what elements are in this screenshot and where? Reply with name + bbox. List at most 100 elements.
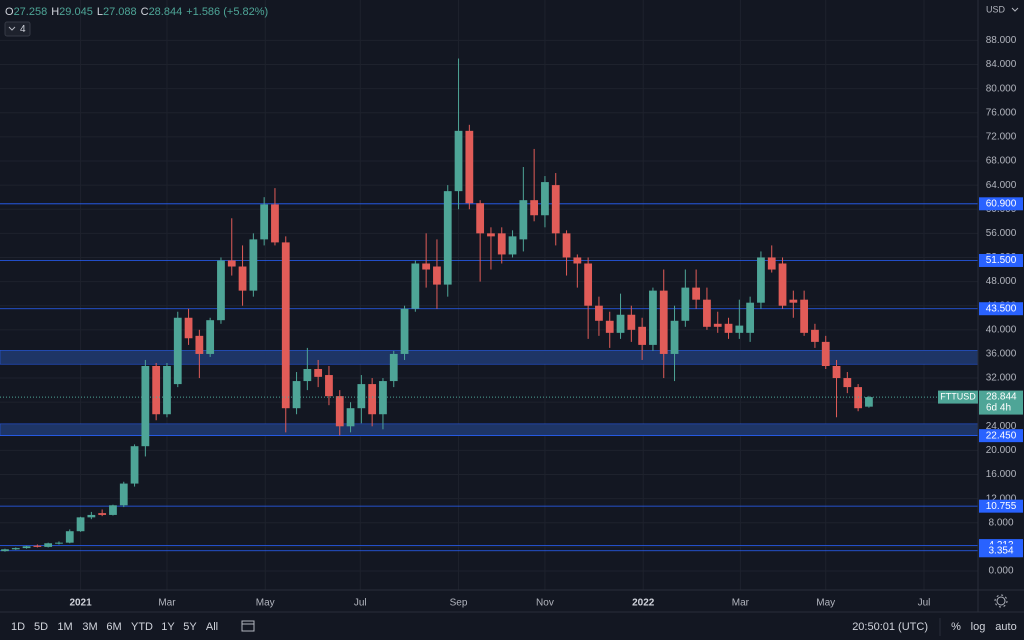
range-button[interactable]: All [206, 621, 218, 633]
range-button[interactable]: 1Y [161, 621, 175, 633]
currency[interactable]: USD [986, 4, 1006, 14]
candle-body [508, 236, 517, 255]
y-tick-label: 24.000 [986, 421, 1017, 432]
candle-body [649, 290, 657, 345]
y-tick-label: 12.000 [986, 493, 1017, 504]
y-tick-label: 84.000 [986, 59, 1017, 70]
y-tick-label: 88.000 [986, 35, 1017, 46]
candle-body [789, 299, 798, 303]
candle-body [249, 239, 258, 291]
clock: 20:50:01 (UTC) [852, 621, 928, 633]
candle-body [130, 446, 139, 484]
candle-body [497, 233, 506, 255]
candle-body [109, 505, 117, 515]
candle-body [217, 260, 225, 321]
candle-body [465, 130, 474, 204]
candle-body [800, 299, 809, 333]
level-badge [979, 302, 1023, 316]
settings-icon[interactable] [994, 594, 1008, 608]
legend-key: H [51, 6, 59, 18]
level-badge [979, 499, 1023, 513]
scale-option[interactable]: log [971, 621, 986, 633]
y-tick-label: 68.000 [986, 156, 1017, 167]
candle-body [865, 397, 873, 407]
x-tick-label: May [256, 598, 275, 609]
range-button[interactable]: 3M [82, 621, 97, 633]
candle-body [605, 320, 614, 333]
range-button[interactable]: 5Y [183, 621, 197, 633]
candle-body [854, 387, 863, 409]
candle-body [227, 260, 236, 267]
candle-body [152, 365, 161, 415]
level-label: 51.500 [986, 255, 1017, 266]
symbol-label: FTTUSD [940, 391, 976, 401]
candle-body [206, 320, 215, 354]
indicator-caret [8, 26, 16, 31]
candle-body [411, 263, 420, 309]
indicator-count: 4 [20, 24, 26, 35]
candle-body [119, 483, 128, 506]
x-tick-label: May [816, 598, 835, 609]
legend-value: 28.844 [149, 6, 183, 18]
x-tick-label: Mar [158, 598, 176, 609]
candle-body [314, 369, 323, 377]
candle-body [670, 320, 679, 354]
level-label: 10.755 [986, 501, 1017, 512]
candle-body [22, 546, 31, 549]
candle-body [703, 299, 711, 327]
range-button[interactable]: 1M [57, 621, 72, 633]
y-tick-label: 8.000 [988, 517, 1013, 528]
range-button[interactable]: 6M [106, 621, 121, 633]
y-tick-label: 72.000 [986, 132, 1017, 143]
candle-body [346, 408, 355, 427]
candle-body [811, 329, 819, 342]
candle-body [551, 185, 560, 234]
candle-body [163, 365, 171, 415]
candle-body [767, 257, 776, 270]
candle-body [422, 263, 431, 270]
candle-body [33, 545, 42, 547]
candle-body [638, 326, 647, 345]
price-badge [979, 390, 1023, 415]
candle-body [11, 548, 20, 550]
candle-body [562, 233, 571, 258]
candle-body [389, 353, 398, 382]
candle-body [821, 341, 830, 366]
candle-body [659, 290, 668, 354]
x-tick-label: Sep [450, 598, 468, 609]
y-tick-label: 32.000 [986, 373, 1017, 384]
candle-body [368, 384, 377, 415]
y-tick-label: 48.000 [986, 276, 1017, 287]
y-tick-label: 36.000 [986, 349, 1017, 360]
range-button[interactable]: YTD [131, 621, 153, 633]
legend-value: 27.258 [14, 6, 48, 18]
range-icon[interactable] [241, 620, 255, 632]
candle-body [681, 287, 690, 321]
level-badge [979, 429, 1023, 443]
currency-caret [1011, 7, 1019, 12]
candle-body [55, 542, 63, 544]
candle-body [735, 325, 744, 333]
candle-body [454, 130, 463, 192]
range-button[interactable]: 1D [11, 621, 25, 633]
candle-body [379, 381, 387, 415]
level-label: 22.450 [986, 430, 1017, 441]
scale-option[interactable]: auto [995, 621, 1016, 633]
candle-body [530, 200, 539, 216]
legend-change: +1.586 (+5.82%) [186, 6, 268, 18]
level-badge [979, 544, 1023, 558]
candle-body [184, 317, 193, 339]
indicator-toggle[interactable] [4, 21, 31, 37]
scale-option[interactable]: % [951, 621, 961, 633]
candle-body [141, 365, 150, 447]
x-tick-label: Jul [354, 598, 367, 609]
y-tick-label: 80.000 [986, 83, 1017, 94]
candle-body [238, 266, 247, 291]
candle-body [76, 517, 85, 532]
level-label: 3.354 [988, 545, 1013, 556]
range-button[interactable]: 5D [34, 621, 48, 633]
candle-body [195, 335, 204, 354]
symbol-badge [938, 390, 978, 404]
candle-body [271, 204, 279, 243]
y-tick-label: 20.000 [986, 445, 1017, 456]
